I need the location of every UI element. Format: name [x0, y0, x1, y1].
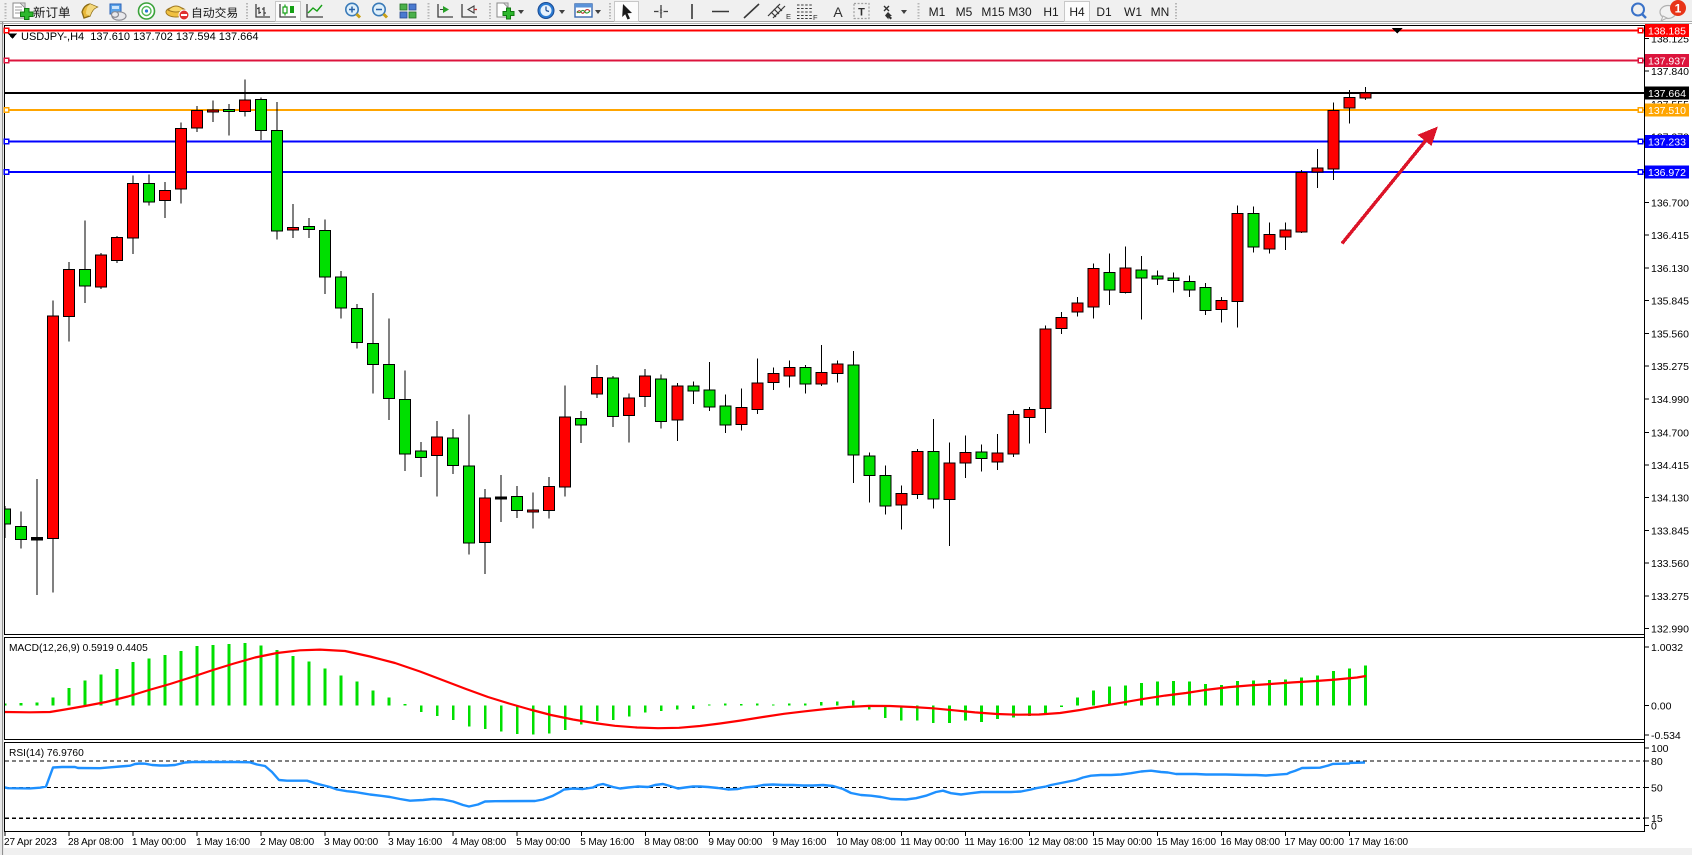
- svg-text:USDJPY-,H4 137.610 137.702 13: USDJPY-,H4 137.610 137.702 137.594 137.6…: [21, 31, 259, 43]
- svg-text:136.972: 136.972: [1648, 167, 1686, 179]
- svg-text:H1: H1: [1043, 5, 1059, 19]
- svg-text:F: F: [813, 13, 818, 22]
- svg-text:T: T: [858, 7, 865, 19]
- svg-text:80: 80: [1651, 756, 1663, 768]
- svg-text:137.840: 137.840: [1651, 66, 1689, 78]
- svg-text:M15: M15: [981, 5, 1005, 19]
- svg-text:11 May 16:00: 11 May 16:00: [964, 837, 1023, 848]
- svg-text:50: 50: [1651, 783, 1663, 795]
- svg-text:MN: MN: [1151, 5, 1170, 19]
- svg-text:136.130: 136.130: [1651, 263, 1689, 275]
- svg-text:5 May 00:00: 5 May 00:00: [516, 837, 570, 848]
- svg-text:134.130: 134.130: [1651, 493, 1689, 505]
- svg-text:RSI(14) 76.9760: RSI(14) 76.9760: [9, 748, 84, 759]
- svg-text:133.845: 133.845: [1651, 525, 1689, 537]
- svg-text:2 May 08:00: 2 May 08:00: [260, 837, 314, 848]
- svg-text:M5: M5: [956, 5, 973, 19]
- svg-text:17 May 16:00: 17 May 16:00: [1349, 837, 1409, 848]
- svg-text:8 May 08:00: 8 May 08:00: [644, 837, 698, 848]
- svg-text:1 May 00:00: 1 May 00:00: [132, 837, 186, 848]
- svg-text:3 May 00:00: 3 May 00:00: [324, 837, 378, 848]
- svg-text:15: 15: [1651, 813, 1663, 825]
- svg-text:134.415: 134.415: [1651, 460, 1689, 472]
- svg-text:12 May 08:00: 12 May 08:00: [1028, 837, 1088, 848]
- svg-text:1: 1: [1675, 2, 1682, 16]
- svg-text:27 Apr 2023: 27 Apr 2023: [4, 837, 57, 848]
- svg-text:1 May 16:00: 1 May 16:00: [196, 837, 250, 848]
- svg-text:134.700: 134.700: [1651, 427, 1689, 439]
- svg-text:15 May 00:00: 15 May 00:00: [1093, 837, 1153, 848]
- svg-text:133.275: 133.275: [1651, 591, 1689, 603]
- svg-text:15 May 16:00: 15 May 16:00: [1157, 837, 1217, 848]
- svg-text:136.415: 136.415: [1651, 230, 1689, 242]
- svg-text:16 May 08:00: 16 May 08:00: [1221, 837, 1281, 848]
- svg-text:132.990: 132.990: [1651, 624, 1689, 636]
- svg-text:0.00: 0.00: [1651, 701, 1672, 713]
- svg-text:135.845: 135.845: [1651, 296, 1689, 308]
- svg-text:3 May 16:00: 3 May 16:00: [388, 837, 442, 848]
- svg-text:100: 100: [1651, 743, 1669, 755]
- svg-text:137.233: 137.233: [1648, 137, 1686, 149]
- svg-text:133.560: 133.560: [1651, 558, 1689, 570]
- svg-text:E: E: [786, 12, 791, 21]
- svg-text:H4: H4: [1069, 5, 1085, 19]
- svg-text:5 May 16:00: 5 May 16:00: [580, 837, 634, 848]
- svg-text:9 May 00:00: 9 May 00:00: [708, 837, 762, 848]
- svg-text:0: 0: [1651, 821, 1657, 833]
- svg-text:137.664: 137.664: [1648, 88, 1686, 100]
- svg-text:11 May 00:00: 11 May 00:00: [900, 837, 959, 848]
- svg-text:D1: D1: [1096, 5, 1112, 19]
- svg-text:137.937: 137.937: [1648, 55, 1686, 67]
- svg-text:M1: M1: [929, 5, 946, 19]
- svg-text:28 Apr 08:00: 28 Apr 08:00: [68, 837, 124, 848]
- svg-text:M30: M30: [1008, 5, 1032, 19]
- svg-text:137.510: 137.510: [1648, 105, 1686, 117]
- svg-text:-0.534: -0.534: [1651, 730, 1681, 742]
- svg-text:17 May 00:00: 17 May 00:00: [1285, 837, 1345, 848]
- svg-text:10 May 08:00: 10 May 08:00: [836, 837, 896, 848]
- svg-text:W1: W1: [1124, 5, 1142, 19]
- svg-text:A: A: [833, 4, 843, 20]
- svg-text:138.185: 138.185: [1648, 26, 1686, 38]
- svg-text:1.0032: 1.0032: [1651, 642, 1683, 654]
- svg-text:4 May 08:00: 4 May 08:00: [452, 837, 506, 848]
- svg-text:MACD(12,26,9) 0.5919 0.4405: MACD(12,26,9) 0.5919 0.4405: [9, 643, 148, 654]
- svg-text:9 May 16:00: 9 May 16:00: [772, 837, 826, 848]
- svg-text:135.560: 135.560: [1651, 328, 1689, 340]
- svg-text:136.700: 136.700: [1651, 197, 1689, 209]
- svg-text:135.275: 135.275: [1651, 361, 1689, 373]
- svg-text:134.990: 134.990: [1651, 394, 1689, 406]
